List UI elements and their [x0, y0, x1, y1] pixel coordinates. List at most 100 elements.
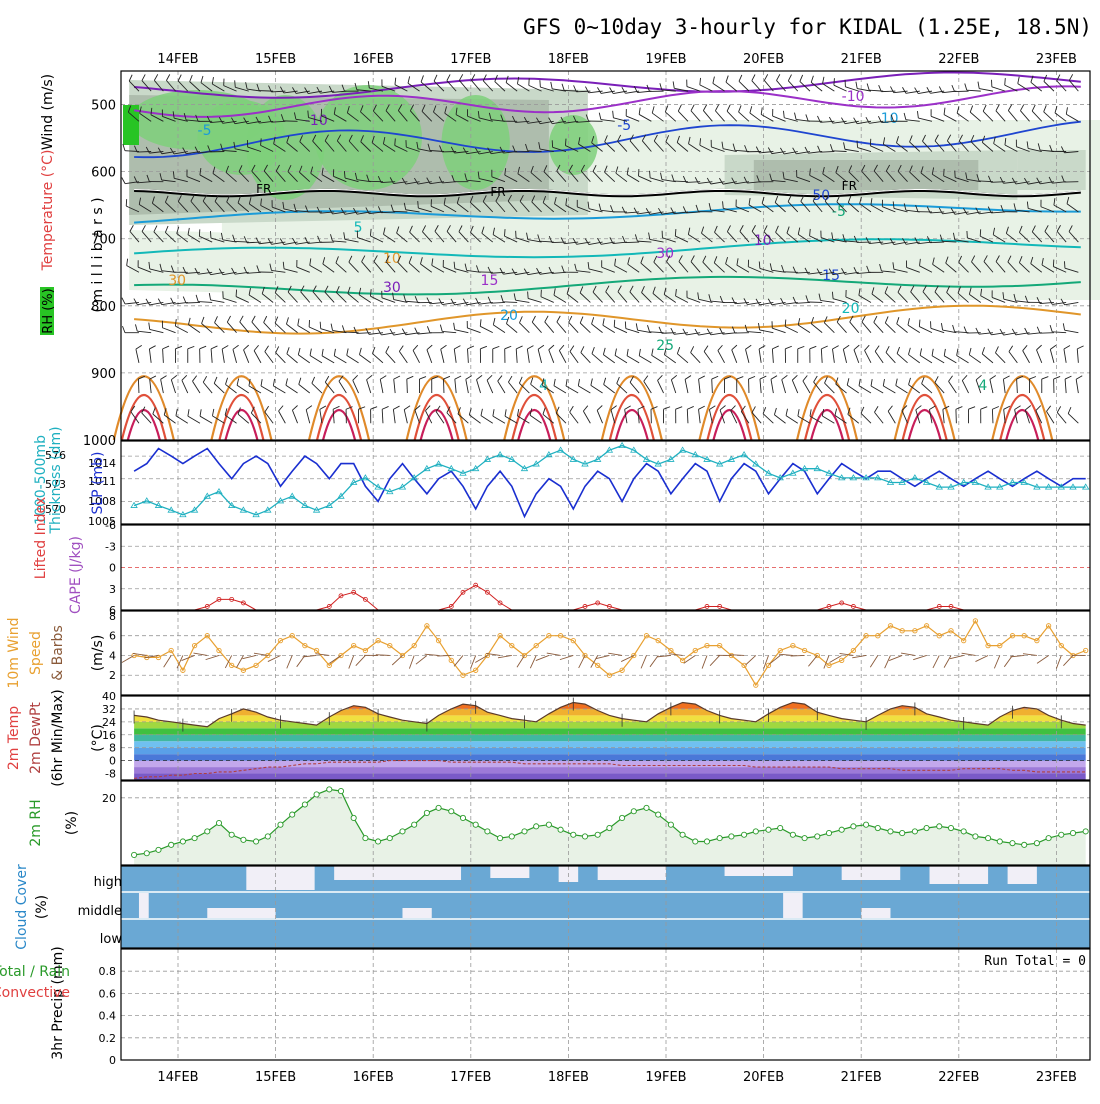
rh-marker	[851, 824, 856, 829]
rh-marker	[449, 809, 454, 814]
rh-marker	[400, 829, 405, 834]
cloud-gap	[725, 866, 793, 876]
bottom-date-label: 19FEB	[645, 1070, 686, 1085]
upper-wind-barb	[138, 379, 139, 393]
precip-tick-label: 0.6	[99, 987, 117, 1000]
rh-marker	[888, 829, 893, 834]
wind10-unit-label: (m/s)	[90, 635, 106, 672]
wind-tick-label: 8	[109, 610, 116, 623]
rh-marker	[278, 822, 283, 827]
cloud-gap	[861, 908, 890, 918]
top-date-label: 16FEB	[353, 52, 394, 67]
rh-marker	[741, 832, 746, 837]
upper-wind-barb	[759, 262, 760, 269]
upper-wind-barb	[832, 292, 833, 299]
pressure-tick-label: 1000	[83, 434, 116, 449]
rh-marker	[680, 832, 685, 837]
upper-wind-barb	[236, 290, 237, 297]
upper-wind-barb	[992, 409, 993, 423]
rh-marker	[473, 822, 478, 827]
pressure-tick-label: 900	[91, 367, 116, 382]
cloud-gap	[334, 866, 461, 880]
rh-marker	[973, 834, 978, 839]
upper-wind-barb	[930, 242, 944, 243]
rh-marker	[412, 822, 417, 827]
rh-marker	[985, 836, 990, 841]
upper-wind-barb	[712, 379, 713, 393]
rh-marker	[485, 829, 490, 834]
upper-wind-barb	[1005, 78, 1006, 85]
rh-marker	[875, 825, 880, 830]
top-date-label: 17FEB	[450, 52, 491, 67]
upper-wind-barb	[565, 139, 566, 146]
rh-marker	[607, 825, 612, 830]
upper-wind-barb	[675, 229, 676, 236]
rh-marker	[693, 839, 698, 844]
bottom-date-label: 22FEB	[938, 1070, 979, 1085]
rh2m-unit-label: (%)	[64, 811, 80, 835]
rh-marker	[229, 832, 234, 837]
rh-marker	[509, 834, 514, 839]
bottom-date-label: 21FEB	[841, 1070, 882, 1085]
rh-marker	[534, 824, 539, 829]
top-date-label: 14FEB	[157, 52, 198, 67]
li-tick-label: 0	[109, 562, 116, 575]
rh-marker	[436, 805, 441, 810]
rh-marker	[644, 805, 649, 810]
rh-marker	[327, 787, 332, 792]
upper-wind-barb	[515, 152, 529, 153]
precip-tick-label: 0.2	[99, 1032, 117, 1045]
li-tick-label: -6	[105, 519, 116, 532]
rh-high-area	[549, 115, 598, 175]
rh-marker	[302, 802, 307, 807]
bottom-date-label: 23FEB	[1036, 1070, 1077, 1085]
rh-marker	[192, 836, 197, 841]
rh-marker	[826, 830, 831, 835]
upper-wind-barb	[1040, 333, 1054, 334]
bottom-date-label: 15FEB	[255, 1070, 296, 1085]
precip-tick-label: 0.8	[99, 965, 117, 978]
wind-tick-label: 4	[109, 649, 116, 662]
contour-label: 30	[168, 273, 186, 289]
temp-unit-label: (°C)	[90, 724, 106, 752]
precip-tick-label: 0.4	[99, 1010, 117, 1023]
contour-label: 20	[842, 301, 860, 317]
freezing-label: FR	[256, 182, 271, 196]
temperature-band	[121, 754, 1090, 760]
rh-marker	[169, 842, 174, 847]
upper-wind-barb	[261, 138, 262, 145]
contour-label: 10	[754, 233, 772, 249]
contour-label: 20	[500, 308, 518, 324]
rh-marker	[205, 829, 210, 834]
rh-marker	[1070, 830, 1075, 835]
precip-total-label: Total / Rain	[0, 964, 70, 980]
cloud-gap	[246, 866, 314, 890]
rh-marker	[571, 832, 576, 837]
rh-marker	[997, 839, 1002, 844]
rh-marker	[1034, 841, 1039, 846]
cloud-gap	[842, 866, 901, 880]
wind10-speed-label: Speed	[28, 631, 44, 675]
rh-marker	[1059, 832, 1064, 837]
wind10-barbs-label: & Barbs	[50, 625, 66, 681]
top-date-label: 21FEB	[841, 52, 882, 67]
top-date-label: 15FEB	[255, 52, 296, 67]
rh-marker	[1083, 829, 1088, 834]
rh-marker	[863, 822, 868, 827]
rh-marker	[460, 815, 465, 820]
rh-marker	[1010, 841, 1015, 846]
upper-wind-barb	[320, 322, 321, 329]
rh-marker	[961, 829, 966, 834]
temp-tick-label: 40	[102, 690, 116, 703]
rh-marker	[253, 839, 258, 844]
temperature-band	[121, 774, 1090, 780]
pressure-tick-label: 500	[91, 99, 116, 114]
upper-wind-barb	[395, 138, 396, 145]
rh-marker	[937, 824, 942, 829]
temp-tick-label: 32	[102, 703, 116, 716]
rh-marker	[790, 832, 795, 837]
dewpoint-axis-label: 2m DewPt	[28, 702, 44, 774]
rh-marker	[497, 836, 502, 841]
